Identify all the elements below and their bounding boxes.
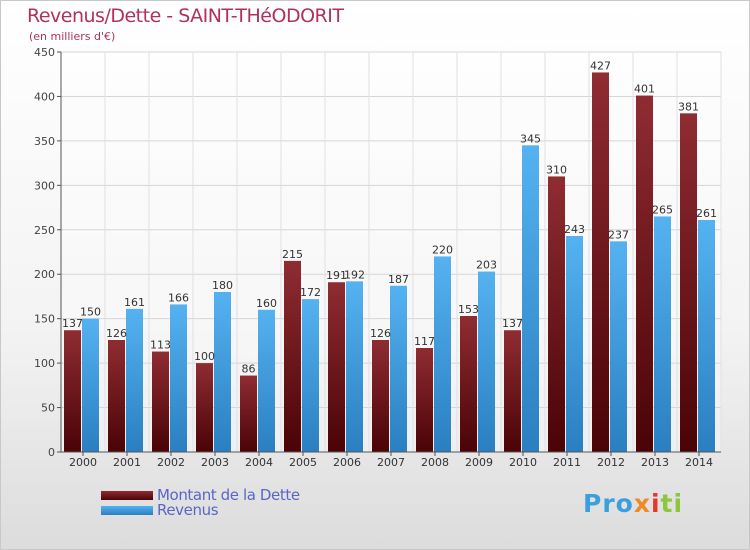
bar-debt-2009 [460,316,477,452]
data-label-revenue: 180 [212,279,233,292]
legend-item-debt: Montant de la Dette [101,486,300,504]
data-label-debt: 427 [590,59,611,72]
x-tick-label: 2012 [597,456,625,469]
bar-debt-2003 [196,363,213,452]
y-tick-label: 100 [34,357,55,370]
legend-label-revenue: Revenus [157,501,219,519]
data-label-revenue: 160 [256,297,277,310]
data-label-revenue: 166 [168,291,189,304]
bar-revenue-2003 [214,292,231,452]
bar-revenue-2005 [302,299,319,452]
brand-logo: Proxiti [583,489,684,518]
x-tick-label: 2000 [69,456,97,469]
data-label-debt: 117 [414,335,435,348]
y-tick-label: 350 [34,135,55,148]
data-label-debt: 126 [106,327,127,340]
x-tick-label: 2002 [157,456,185,469]
data-label-debt: 137 [62,317,83,330]
x-tick-label: 2010 [509,456,537,469]
bar-debt-2014 [680,113,697,452]
y-tick-label: 250 [34,224,55,237]
data-label-revenue: 237 [608,228,629,241]
data-label-debt: 86 [242,363,256,376]
bar-revenue-2010 [522,145,539,453]
bar-debt-2011 [548,176,565,452]
bar-revenue-2013 [654,216,671,452]
y-tick-label: 450 [34,46,55,59]
legend-item-revenue: Revenus [101,501,219,519]
bar-revenue-2014 [698,220,715,452]
bar-revenue-2009 [478,271,495,452]
x-tick-label: 2007 [377,456,405,469]
x-tick-label: 2003 [201,456,229,469]
x-tick-label: 2008 [421,456,449,469]
y-tick-label: 300 [34,179,55,192]
x-tick-label: 2014 [685,456,713,469]
data-label-revenue: 172 [300,286,321,299]
bar-debt-2006 [328,282,345,452]
data-label-revenue: 187 [388,273,409,286]
data-label-revenue: 150 [80,306,101,319]
x-tick-label: 2013 [641,456,669,469]
bar-debt-2010 [504,330,521,452]
bar-revenue-2008 [434,256,451,452]
legend-swatch-revenue [101,505,153,515]
data-label-revenue: 261 [696,207,717,220]
bar-revenue-2012 [610,241,627,452]
x-tick-label: 2001 [113,456,141,469]
legend-swatch-debt [101,490,153,500]
data-label-debt: 126 [370,327,391,340]
bar-debt-2008 [416,348,433,452]
bar-revenue-2001 [126,308,143,452]
bar-revenue-2004 [258,309,275,452]
legend-label-debt: Montant de la Dette [157,486,300,504]
bar-debt-2013 [636,95,653,453]
bar-revenue-2002 [170,304,187,452]
data-label-revenue: 203 [476,259,497,272]
data-label-revenue: 265 [652,203,673,216]
chart-title: Revenus/Dette - SAINT-THéODORIT [27,5,344,27]
data-label-debt: 310 [546,163,567,176]
x-tick-label: 2005 [289,456,317,469]
data-label-revenue: 345 [520,132,541,145]
bar-debt-2005 [284,260,301,452]
bar-revenue-2011 [566,236,583,452]
x-tick-label: 2009 [465,456,493,469]
y-tick-label: 0 [48,446,55,459]
data-label-debt: 215 [282,248,303,261]
data-label-revenue: 161 [124,296,145,309]
y-tick-label: 50 [41,402,55,415]
data-label-debt: 191 [326,269,347,282]
x-tick-label: 2004 [245,456,273,469]
bar-debt-2002 [152,351,169,452]
x-tick-label: 2011 [553,456,581,469]
x-tick-label: 2006 [333,456,361,469]
y-tick-label: 200 [34,268,55,281]
bar-debt-2000 [64,330,81,452]
bar-revenue-2000 [82,318,99,452]
y-tick-label: 400 [34,90,55,103]
bar-revenue-2007 [390,285,407,452]
data-label-revenue: 243 [564,223,585,236]
data-label-debt: 113 [150,339,171,352]
bar-debt-2001 [108,340,125,452]
bar-revenue-2006 [346,281,363,452]
bar-debt-2004 [240,375,257,452]
y-tick-label: 150 [34,313,55,326]
data-label-revenue: 220 [432,243,453,256]
data-label-debt: 381 [678,100,699,113]
data-label-debt: 137 [502,317,523,330]
bar-debt-2007 [372,340,389,452]
data-label-revenue: 192 [344,268,365,281]
unit-label: (en milliers d'€) [29,30,116,43]
bar-debt-2012 [592,72,609,452]
data-label-debt: 401 [634,83,655,96]
data-label-debt: 153 [458,303,479,316]
data-label-debt: 100 [194,350,215,363]
